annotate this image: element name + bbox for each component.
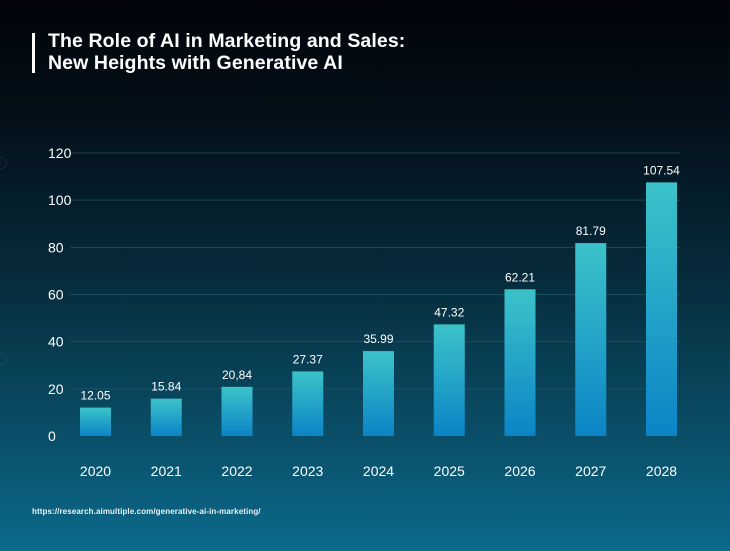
x-tick-label: 2021 — [151, 463, 182, 479]
x-tick-label: 2027 — [575, 463, 606, 479]
data-label-2021: 15.84 — [151, 380, 181, 394]
x-tick-label: 2028 — [646, 463, 677, 479]
source-url[interactable]: https://research.aimultiple.com/generati… — [32, 507, 261, 516]
data-label-2024: 35.99 — [363, 332, 393, 346]
bar-2026 — [504, 289, 536, 436]
y-axis-ticks: 0 20 40 60 80 100 120 — [48, 145, 72, 444]
bar-2021 — [150, 398, 182, 436]
y-tick-label: 80 — [48, 239, 64, 255]
title-line-2: New Heights with Generative AI — [48, 52, 343, 74]
x-tick-label: 2025 — [434, 463, 465, 479]
data-label-2027: 81.79 — [576, 224, 606, 238]
bar-2027 — [575, 243, 607, 436]
bar-2020 — [80, 407, 111, 436]
y-tick-label: 0 — [48, 428, 56, 444]
x-tick-label: 2020 — [80, 463, 111, 479]
data-label-2026: 62.21 — [505, 270, 535, 284]
bars — [80, 182, 677, 436]
data-label-2023: 27.37 — [293, 352, 323, 366]
data-label-2025: 47.32 — [434, 305, 464, 319]
bar-2024 — [363, 351, 394, 436]
y-tick-label: 120 — [48, 145, 72, 161]
bar-2028 — [646, 182, 677, 436]
y-tick-label: 20 — [48, 381, 64, 397]
x-tick-label: 2022 — [221, 463, 252, 479]
x-axis-ticks: 2020 2021 2022 2023 2024 2025 2026 2027 2028 — [80, 463, 677, 479]
chart-title: The Role of AI in Marketing and Sales: N… — [48, 30, 405, 74]
y-tick-label: 60 — [48, 287, 64, 303]
y-tick-label: 40 — [48, 334, 64, 350]
data-label-2022: 20,84 — [222, 368, 252, 382]
title-accent-bar — [32, 33, 35, 73]
data-labels: 12.05 15.84 20,84 27.37 35.99 47.32 62.21 81.79… — [80, 163, 680, 402]
x-tick-label: 2026 — [504, 463, 535, 479]
bar-2022 — [221, 386, 253, 436]
data-label-2028: 107.54 — [643, 163, 680, 177]
x-tick-label: 2023 — [292, 463, 323, 479]
bar-2023 — [292, 371, 324, 436]
bar-2025 — [433, 324, 465, 436]
x-tick-label: 2024 — [363, 463, 394, 479]
title-line-1: The Role of AI in Marketing and Sales: — [48, 30, 406, 52]
data-label-2020: 12.05 — [80, 389, 110, 403]
y-tick-label: 100 — [48, 192, 72, 208]
